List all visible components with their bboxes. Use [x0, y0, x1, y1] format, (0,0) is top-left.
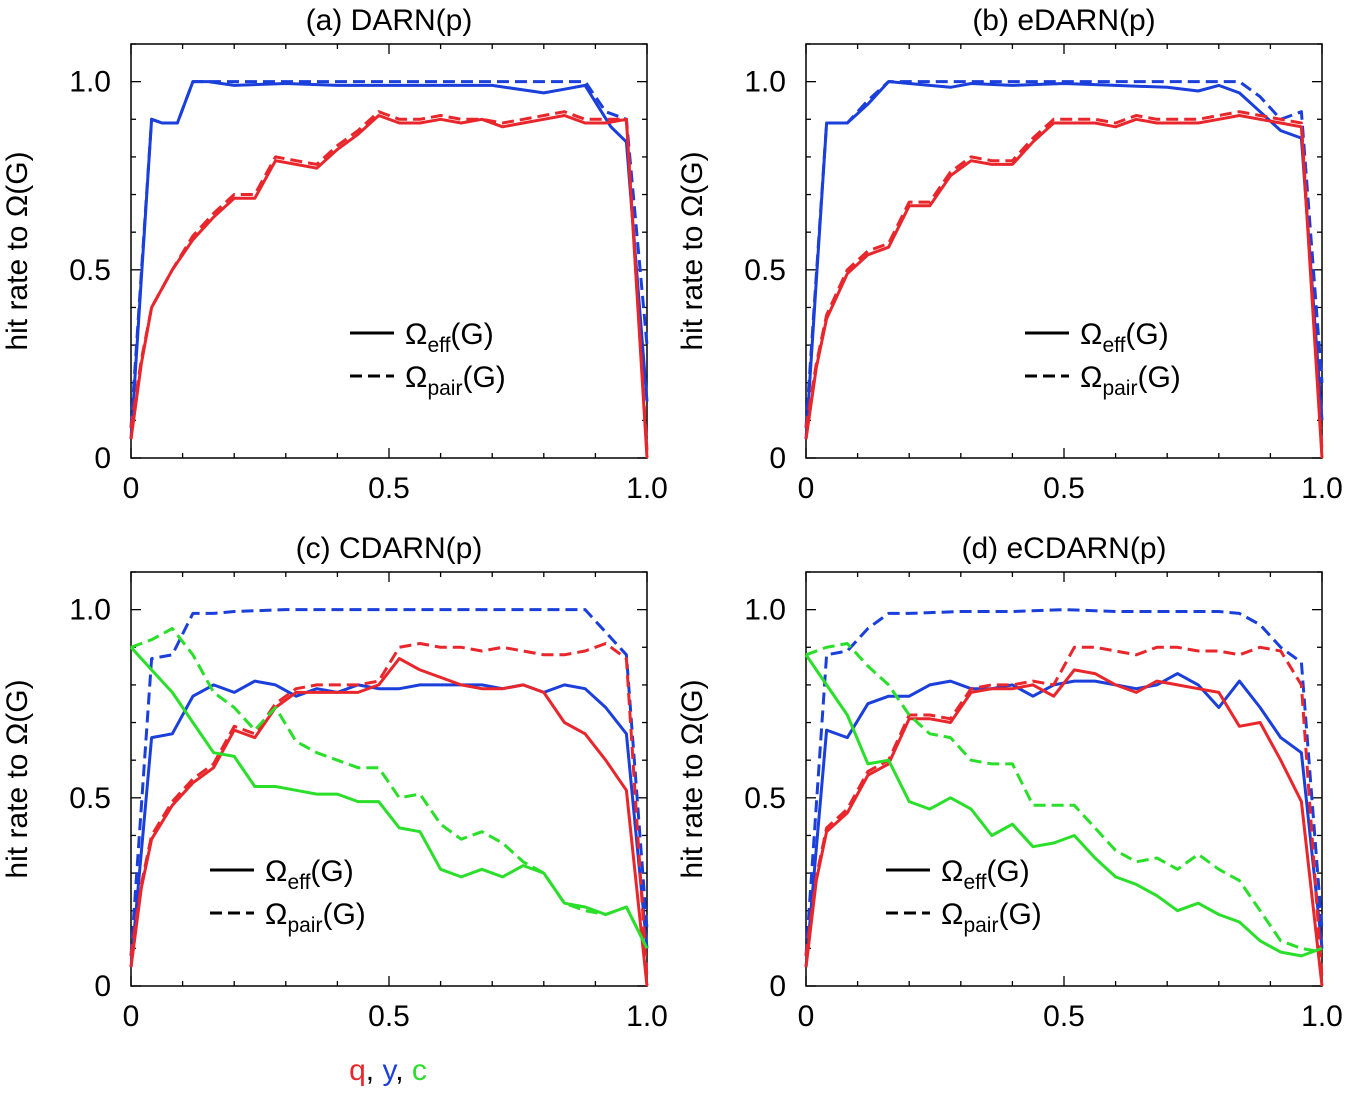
series-red-solid — [804, 668, 1324, 987]
series-green-solid — [804, 653, 1323, 958]
panel-title: (a) DARN(p) — [306, 4, 473, 37]
series-blue-solid — [804, 672, 1324, 968]
x-tick-label: 0 — [123, 472, 140, 505]
legend-solid-label: Ωeff(G) — [405, 318, 494, 357]
y-tick-label: 0 — [94, 442, 111, 475]
y-tick-label: 0 — [769, 442, 786, 475]
legend-solid-label: Ωeff(G) — [1080, 318, 1169, 357]
x-tick-label: 0 — [798, 1000, 815, 1033]
y-tick-label: 1.0 — [744, 594, 786, 627]
plot-frame — [130, 571, 648, 987]
panel-title: (d) eCDARN(p) — [961, 532, 1166, 565]
legend: Ωeff(G) Ωpair(G) — [350, 318, 506, 400]
x-axis-label-part: , — [395, 1054, 412, 1087]
series-red-dashed — [129, 642, 649, 979]
x-tick-label: 0 — [123, 1000, 140, 1033]
legend-dashed-label: Ωpair(G) — [405, 361, 506, 400]
series-blue-dashed — [129, 80, 649, 428]
series-green-dashed — [805, 642, 1323, 954]
x-axis-label-part: y — [382, 1054, 397, 1087]
panel-title: (c) CDARN(p) — [296, 532, 483, 565]
x-tick-label: 0 — [798, 472, 815, 505]
panel-d: (d) eCDARN(p) hit rate to Ω(G) 0 0.5 1.0 0 0.5… — [676, 532, 1343, 1033]
x-tick-label: 1.0 — [626, 1000, 668, 1033]
y-tick-label: 1.0 — [744, 66, 786, 99]
legend-dashed-label: Ωpair(G) — [265, 898, 366, 937]
series-blue-dashed — [804, 80, 1324, 429]
y-tick-label: 1.0 — [69, 66, 111, 99]
x-tick-label: 0.5 — [368, 1000, 410, 1033]
series-blue-solid — [129, 679, 649, 968]
plot-frame — [805, 43, 1323, 459]
legend-solid-label: Ωeff(G) — [265, 855, 354, 894]
series-blue-solid — [804, 80, 1324, 440]
x-tick-label: 0.5 — [368, 472, 410, 505]
series-red-solid — [129, 114, 649, 459]
y-tick-label: 0 — [94, 970, 111, 1003]
panel-c: (c) CDARN(p) hit rate to Ω(G) 0 0.5 1.0 0 0.5 1… — [1, 532, 668, 1033]
x-axis-label-part: c — [412, 1054, 427, 1087]
series-red-dashed — [804, 645, 1324, 979]
x-tick-label: 0.5 — [1043, 472, 1085, 505]
plot-frame — [805, 571, 1323, 987]
series-red-solid — [129, 657, 649, 987]
y-axis-label: hit rate to Ω(G) — [676, 679, 709, 878]
series-blue-solid — [129, 80, 649, 440]
x-tick-label: 0.5 — [1043, 1000, 1085, 1033]
x-tick-label: 1.0 — [626, 472, 668, 505]
y-tick-label: 1.0 — [69, 594, 111, 627]
legend: Ωeff(G) Ωpair(G) — [1025, 318, 1181, 400]
series-green-dashed — [130, 627, 649, 950]
series-red-dashed — [804, 110, 1324, 451]
y-tick-label: 0.5 — [69, 254, 111, 287]
x-axis-label: q, y, c — [349, 1054, 427, 1087]
x-tick-label: 1.0 — [1301, 1000, 1343, 1033]
legend: Ωeff(G) Ωpair(G) — [886, 855, 1042, 937]
series-red-solid — [804, 114, 1324, 459]
series-red-dashed — [129, 110, 649, 451]
y-axis-label: hit rate to Ω(G) — [676, 151, 709, 350]
y-axis-label: hit rate to Ω(G) — [1, 679, 34, 878]
y-tick-label: 0.5 — [744, 254, 786, 287]
panel-a: (a) DARN(p) hit rate to Ω(G) 0 0.5 1.0 0 0.5 1.… — [1, 4, 668, 505]
plot-frame — [130, 43, 648, 459]
series-blue-dashed — [804, 608, 1324, 957]
panel-b: (b) eDARN(p) hit rate to Ω(G) 0 0.5 1.0 0 0.5 1… — [676, 4, 1343, 505]
x-tick-label: 1.0 — [1301, 472, 1343, 505]
x-axis-label-part: , — [366, 1054, 383, 1087]
legend-dashed-label: Ωpair(G) — [1080, 361, 1181, 400]
series-green-solid — [129, 646, 649, 950]
y-tick-label: 0.5 — [744, 782, 786, 815]
y-tick-label: 0.5 — [69, 782, 111, 815]
legend-solid-label: Ωeff(G) — [941, 855, 1030, 894]
legend-dashed-label: Ωpair(G) — [941, 898, 1042, 937]
legend: Ωeff(G) Ωpair(G) — [210, 855, 366, 937]
y-axis-label: hit rate to Ω(G) — [1, 151, 34, 350]
y-tick-label: 0 — [769, 970, 786, 1003]
x-axis-label-part: q — [349, 1054, 366, 1087]
panel-title: (b) eDARN(p) — [972, 4, 1155, 37]
series-blue-dashed — [129, 608, 649, 957]
